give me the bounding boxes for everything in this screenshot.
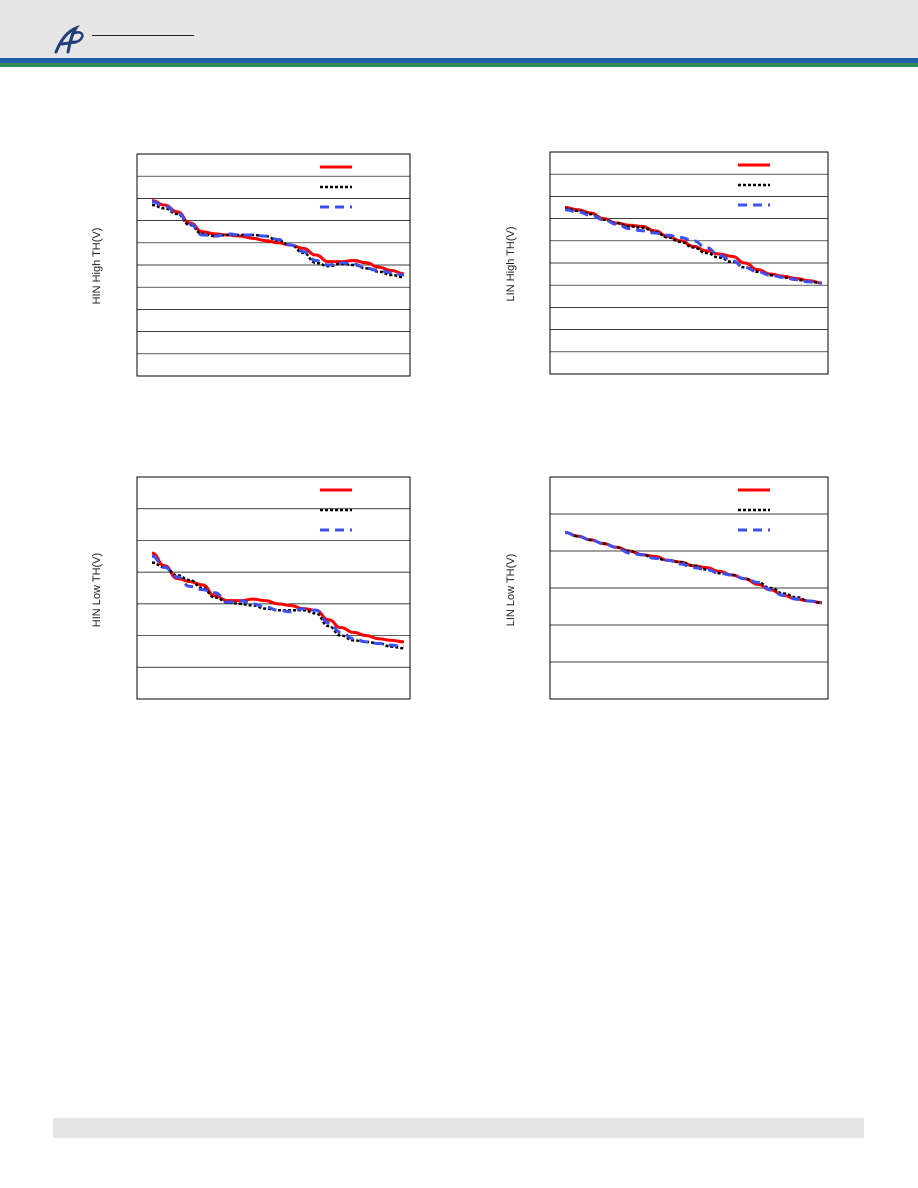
hin-high-threshold-chart: HIN High TH(V) xyxy=(91,153,411,377)
footer-bar xyxy=(53,1118,864,1138)
y-axis-label: HIN High TH(V) xyxy=(91,228,103,305)
y-axis-label: LIN Low TH(V) xyxy=(505,554,517,627)
header-rule xyxy=(92,35,194,36)
plot-area xyxy=(136,476,411,700)
hin-low-threshold-chart: HIN Low TH(V) xyxy=(91,476,411,700)
series-line-2 xyxy=(564,531,823,605)
y-axis-label: LIN High TH(V) xyxy=(505,227,517,302)
ap-script-logo-icon xyxy=(54,24,84,54)
y-axis-label: HIN Low TH(V) xyxy=(91,553,103,627)
series-line-2 xyxy=(564,207,823,285)
series-line-3 xyxy=(564,531,823,605)
series-line-3 xyxy=(151,200,405,277)
header-stripe-blue xyxy=(0,58,918,63)
series-line-3 xyxy=(564,208,823,285)
header-stripe-green xyxy=(0,63,918,67)
lin-high-threshold-chart: LIN High TH(V) xyxy=(505,151,829,375)
page-header xyxy=(0,0,918,58)
lin-low-threshold-chart: LIN Low TH(V) xyxy=(505,476,829,700)
series-line-3 xyxy=(151,554,405,649)
